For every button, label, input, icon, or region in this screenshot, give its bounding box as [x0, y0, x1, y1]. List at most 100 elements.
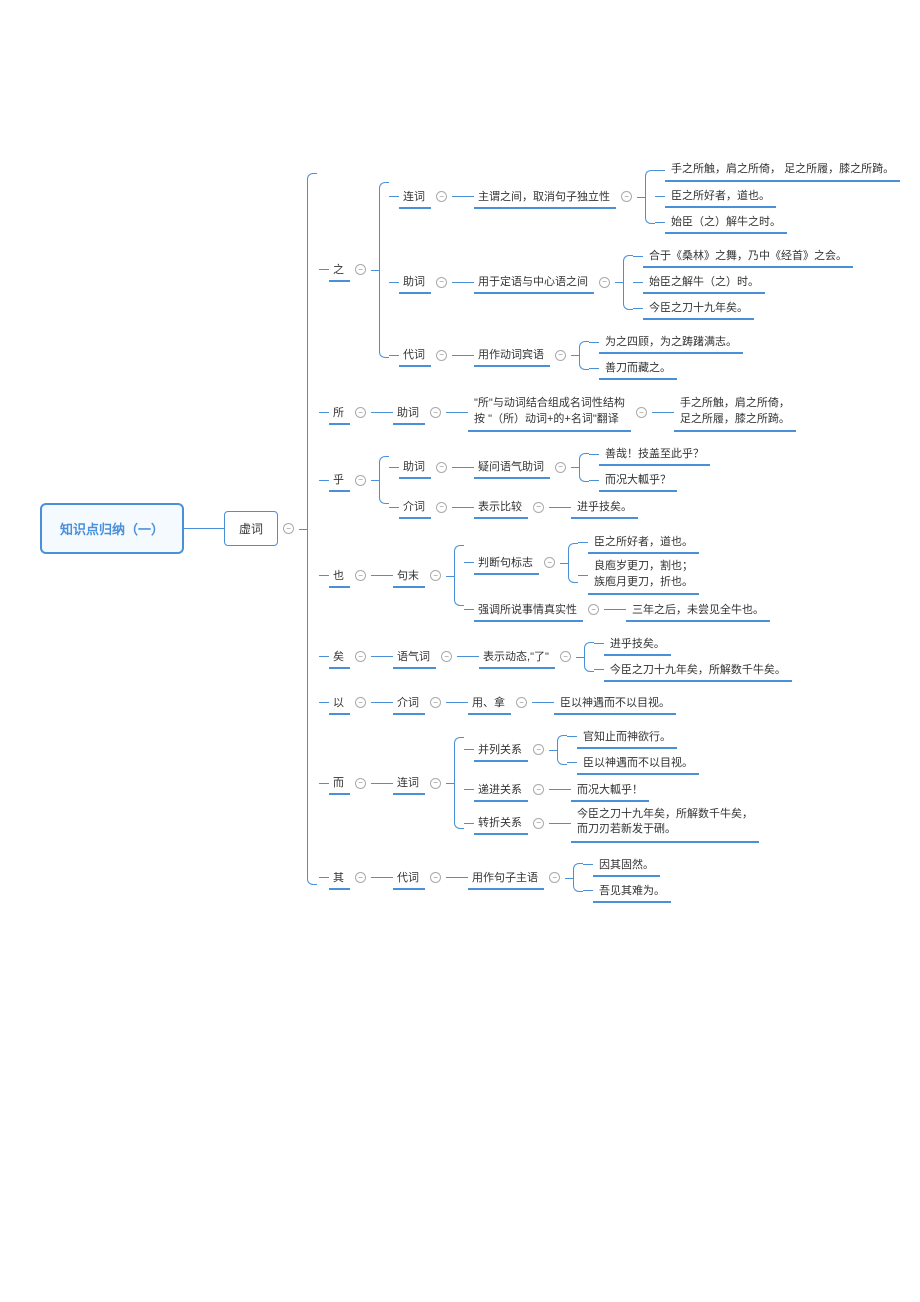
collapse-icon[interactable]: −	[436, 191, 447, 202]
node-type: 语气词	[393, 645, 436, 669]
node-panduan: 判断句标志	[474, 551, 539, 575]
collapse-icon[interactable]: −	[560, 651, 571, 662]
node-type: 介词	[393, 691, 425, 715]
node-type: 助词	[393, 401, 425, 425]
collapse-icon[interactable]: −	[430, 570, 441, 581]
root-node: 知识点归纳（一）	[40, 503, 184, 554]
node-zhuanzhe: 转折关系	[474, 811, 528, 835]
example: 始臣之解牛（之）时。	[643, 270, 765, 294]
node-desc: 疑问语气助词	[474, 455, 550, 479]
node-binglie: 并列关系	[474, 738, 528, 762]
node-jieci: 介词	[399, 495, 431, 519]
node-type: 句末	[393, 564, 425, 588]
node-suo: 所	[329, 401, 350, 425]
example: 手之所触，肩之所倚， 足之所履，膝之所踦。	[674, 393, 796, 432]
collapse-icon[interactable]: −	[436, 350, 447, 361]
example: 善刀而藏之。	[599, 356, 677, 380]
collapse-icon[interactable]: −	[283, 523, 294, 534]
collapse-icon[interactable]: −	[355, 778, 366, 789]
collapse-icon[interactable]: −	[588, 604, 599, 615]
collapse-icon[interactable]: −	[533, 818, 544, 829]
level1-node: 虚词	[224, 511, 278, 546]
collapse-icon[interactable]: −	[436, 502, 447, 513]
collapse-icon[interactable]: −	[516, 697, 527, 708]
example: 进乎技矣。	[571, 495, 638, 519]
collapse-icon[interactable]: −	[430, 407, 441, 418]
collapse-icon[interactable]: −	[544, 557, 555, 568]
level2-children: 之 − 连词 − 主谓之间，取消句子独立性 − 手之所触，肩之所倚， 足之所履，…	[319, 150, 900, 908]
collapse-icon[interactable]: −	[621, 191, 632, 202]
example: 今臣之刀十九年矣，所解数千牛矣， 而刀刃若新发于硎。	[571, 804, 759, 843]
collapse-icon[interactable]: −	[555, 350, 566, 361]
branch-zhi: 之 − 连词 − 主谓之间，取消句子独立性 − 手之所触，肩之所倚， 足之所履，…	[319, 154, 900, 385]
example: 良庖岁更刀，割也； 族庖月更刀，折也。	[588, 556, 699, 595]
collapse-icon[interactable]: −	[430, 697, 441, 708]
bracket	[371, 154, 389, 385]
example: 吾见其难为。	[593, 879, 671, 903]
bracket	[299, 150, 319, 908]
collapse-icon[interactable]: −	[441, 651, 452, 662]
label: 之	[333, 261, 344, 277]
example: 而况大軱乎？	[599, 468, 677, 492]
mindmap-root-row: 知识点归纳（一） 虚词 − 之 − 连词 − 主谓之间，取消句子独立性 −	[40, 150, 900, 908]
node-desc: 用于定语与中心语之间	[474, 270, 594, 294]
example: 手之所触，肩之所倚， 足之所履，膝之所踦。	[665, 159, 900, 182]
node-desc: 用作句子主语	[468, 866, 544, 890]
collapse-icon[interactable]: −	[355, 264, 366, 275]
collapse-icon[interactable]: −	[355, 570, 366, 581]
node-yi-prep: 以	[329, 691, 350, 715]
node-qiangdiao: 强调所说事情真实性	[474, 598, 583, 622]
node-daici: 代词	[399, 343, 431, 367]
collapse-icon[interactable]: −	[355, 407, 366, 418]
example: 三年之后，未尝见全牛也。	[626, 598, 770, 622]
connector	[184, 528, 224, 529]
collapse-icon[interactable]: −	[533, 784, 544, 795]
node-type: 连词	[393, 771, 425, 795]
collapse-icon[interactable]: −	[549, 872, 560, 883]
collapse-icon[interactable]: −	[436, 462, 447, 473]
collapse-icon[interactable]: −	[555, 462, 566, 473]
node-type: 代词	[393, 866, 425, 890]
node-desc: 表示比较	[474, 495, 528, 519]
collapse-icon[interactable]: −	[533, 744, 544, 755]
branch-yi-mood: 矣 − 语气词 − 表示动态,"了" − 进乎技矣。 今臣之刀十九年矣，所解数千…	[319, 631, 900, 683]
collapse-icon[interactable]: −	[430, 778, 441, 789]
collapse-icon[interactable]: −	[636, 407, 647, 418]
node-desc: 表示动态,"了"	[479, 645, 555, 669]
collapse-icon[interactable]: −	[533, 502, 544, 513]
node-ye: 也	[329, 564, 350, 588]
collapse-icon[interactable]: −	[599, 277, 610, 288]
collapse-icon[interactable]: −	[355, 475, 366, 486]
example: 因其固然。	[593, 853, 660, 877]
example: 臣之所好者，道也。	[588, 530, 699, 554]
node-hu: 乎	[329, 468, 350, 492]
example: 今臣之刀十九年矣，所解数千牛矣。	[604, 658, 792, 682]
collapse-icon[interactable]: −	[430, 872, 441, 883]
branch-er: 而 − 连词 − 并列关系 − 官知止而神欲行。 臣以神遇而不以目视。	[319, 723, 900, 844]
example: 进乎技矣。	[604, 632, 671, 656]
branch-qi: 其 − 代词 − 用作句子主语 − 因其固然。 吾见其难为。	[319, 852, 900, 904]
example: 臣以神遇而不以目视。	[554, 691, 676, 715]
branch-hu: 乎 − 助词 − 疑问语气助词 − 善哉！技盖至此乎？ 而况大軱乎？	[319, 440, 900, 520]
example: 臣以神遇而不以目视。	[577, 751, 699, 775]
branch-ye: 也 − 句末 − 判断句标志 − 臣之所好者，道也。 良庖岁更刀，割也； 族庖月…	[319, 528, 900, 623]
collapse-icon[interactable]: −	[436, 277, 447, 288]
node-zhi: 之	[329, 258, 350, 282]
collapse-icon[interactable]: −	[355, 872, 366, 883]
node-zhuci: 助词	[399, 270, 431, 294]
example: 为之四顾，为之踌躇满志。	[599, 330, 743, 354]
node-lianci: 连词	[399, 185, 431, 209]
branch-suo: 所 − 助词 − "所"与动词结合组成名词性结构 按 "（所）动词+的+名词"翻…	[319, 393, 900, 432]
node-desc: 用作动词宾语	[474, 343, 550, 367]
node-qi: 其	[329, 866, 350, 890]
example: 今臣之刀十九年矣。	[643, 296, 754, 320]
example: 合于《桑林》之舞，乃中《经首》之会。	[643, 244, 853, 268]
node-zhuci: 助词	[399, 455, 431, 479]
collapse-icon[interactable]: −	[355, 651, 366, 662]
node-yi: 矣	[329, 645, 350, 669]
branch-yi-prep: 以 − 介词 − 用、拿 − 臣以神遇而不以目视。	[319, 691, 900, 715]
node-dijin: 递进关系	[474, 778, 528, 802]
collapse-icon[interactable]: −	[355, 697, 366, 708]
node-desc: 主谓之间，取消句子独立性	[474, 185, 616, 209]
example: 而况大軱乎！	[571, 778, 649, 802]
